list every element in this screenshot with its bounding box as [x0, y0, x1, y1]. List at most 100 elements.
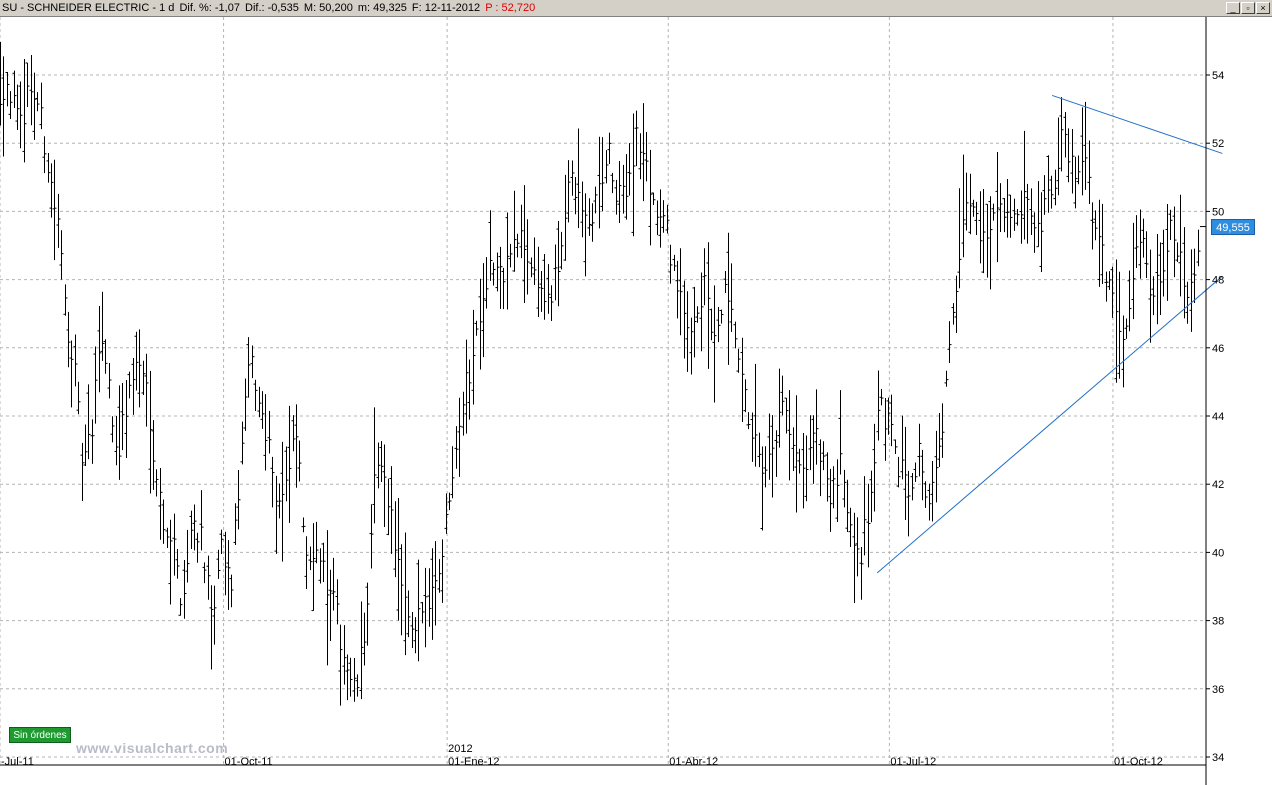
ohlc-bar: [253, 379, 258, 411]
ohlc-bar: [182, 559, 187, 619]
ohlc-bar: [896, 456, 901, 488]
ohlc-bar: [597, 136, 602, 229]
ohlc-bar: [770, 415, 775, 498]
ohlc-bar: [784, 397, 789, 434]
ohlc-bar: [297, 440, 302, 482]
ohlc-bar: [998, 183, 1003, 232]
ohlc-bar: [1039, 192, 1044, 273]
ohlc-bar: [1087, 140, 1092, 205]
ohlc-bar: [189, 510, 194, 549]
ohlc-bar: [216, 549, 221, 579]
y-tick-label: 50: [1212, 206, 1224, 218]
ohlc-bar: [8, 91, 13, 120]
ohlc-bar: [389, 466, 394, 554]
ohlc-bar: [219, 529, 224, 555]
ohlc-bar: [127, 371, 132, 399]
ohlc-bar: [52, 159, 57, 261]
ohlc-bar: [1172, 206, 1177, 278]
ohlc-bar: [515, 233, 520, 258]
ohlc-bar: [22, 58, 27, 163]
ohlc-bar: [570, 160, 575, 196]
ohlc-bar: [757, 432, 762, 468]
ohlc-bar: [1070, 128, 1075, 194]
ohlc-bar: [406, 590, 411, 638]
ohlc-bar: [1127, 270, 1132, 332]
ohlc-bar: [80, 442, 85, 502]
ohlc-bar: [144, 353, 149, 427]
ohlc-bar: [168, 519, 173, 605]
ohlc-bar: [845, 479, 850, 533]
ohlc-bar: [274, 475, 279, 554]
x-tick-label: 01-Oct-11: [225, 756, 273, 768]
ohlc-bar: [396, 498, 401, 621]
ohlc-bar: [746, 412, 751, 430]
ohlc-bar: [1144, 231, 1149, 279]
ohlc-bar: [590, 203, 595, 242]
ohlc-bar: [12, 70, 17, 108]
ohlc-bar: [648, 149, 653, 246]
ohlc-bar: [692, 286, 697, 358]
ohlc-bar: [838, 390, 843, 475]
ohlc-bar: [624, 154, 629, 220]
restore-button[interactable]: ▫: [1241, 2, 1255, 14]
ohlc-bar: [801, 433, 806, 509]
ohlc-bar: [964, 172, 969, 231]
ohlc-bar: [308, 546, 313, 571]
ohlc-bar: [920, 449, 925, 501]
ohlc-bar: [284, 446, 289, 502]
ohlc-bar: [1138, 209, 1143, 279]
min-label: m: 49,325: [357, 2, 407, 14]
ohlc-bar: [787, 390, 792, 481]
ohlc-bar: [1175, 242, 1180, 262]
chart-header: SU - SCHNEIDER ELECTRIC - 1 d Dif. %: -1…: [0, 0, 1272, 17]
ohlc-bar: [794, 395, 799, 513]
ohlc-bar: [852, 512, 857, 604]
x-tick-label: 01-Abr-12: [669, 756, 718, 768]
ohlc-bar: [879, 388, 884, 406]
window-controls: _ ▫ ×: [1226, 2, 1270, 14]
ohlc-bar: [1008, 194, 1013, 238]
symbol-label: SU - SCHNEIDER ELECTRIC - 1 d: [2, 2, 175, 14]
ohlc-bar: [1185, 281, 1190, 324]
ohlc-bar: [484, 257, 489, 309]
ohlc-bar: [257, 386, 262, 418]
ohlc-bar: [243, 378, 248, 431]
ohlc-bar: [910, 473, 915, 501]
price-chart[interactable]: 34 36 38 40 42 44 46 48 50 52 54 -Jul-11 01-Oct-11 01…: [0, 17, 1272, 785]
y-tick-label: 42: [1212, 479, 1224, 491]
ohlc-bar: [556, 220, 561, 307]
orders-status-button[interactable]: Sin órdenes: [9, 727, 71, 743]
ohlc-bar: [420, 601, 425, 624]
ohlc-bar: [580, 181, 585, 238]
ohlc-bar: [1107, 271, 1112, 290]
ohlc-bar: [430, 548, 435, 640]
ohlc-bar: [100, 291, 105, 361]
ohlc-bar: [172, 513, 177, 576]
ohlc-bar: [1022, 130, 1027, 240]
ohlc-bar: [617, 161, 622, 223]
ohlc-bar: [32, 72, 37, 140]
ohlc-bar: [59, 230, 64, 280]
ohlc-bar: [338, 624, 343, 706]
ohlc-bar: [923, 481, 928, 508]
ohlc-bar: [1151, 276, 1156, 316]
ohlc-bar: [726, 232, 731, 365]
ohlc-bar: [974, 201, 979, 236]
ohlc-bar: [1121, 315, 1126, 388]
minimize-button[interactable]: _: [1226, 2, 1240, 14]
ohlc-bar: [35, 92, 40, 112]
ohlc-bar: [1046, 155, 1051, 213]
ohlc-bar: [985, 203, 990, 278]
ohlc-bar: [110, 416, 115, 443]
close-button[interactable]: ×: [1256, 2, 1270, 14]
ohlc-bar: [930, 460, 935, 522]
ohlc-bar: [362, 612, 367, 666]
ohlc-bar: [869, 470, 874, 523]
ohlc-bar: [566, 160, 571, 223]
ohlc-bar: [444, 493, 449, 534]
ohlc-bar: [818, 439, 823, 497]
ohlc-bar: [661, 200, 666, 233]
ohlc-bar: [981, 189, 986, 274]
ohlc-bar: [39, 82, 44, 130]
ohlc-bar: [304, 536, 309, 589]
